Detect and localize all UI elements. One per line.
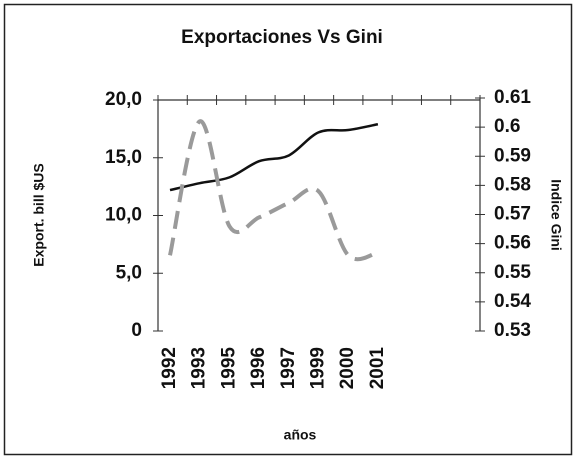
x-tick-label: 1999 xyxy=(308,347,329,389)
line-series xyxy=(169,123,379,192)
y-tick-label: 15,0 xyxy=(105,147,142,168)
y2-tick-label: 0.55 xyxy=(494,262,531,283)
y2-tick-label: 0.54 xyxy=(494,291,531,312)
y2-tick-label: 0.59 xyxy=(494,145,531,166)
line-series xyxy=(168,119,379,262)
y2-tick-label: 0.56 xyxy=(494,233,531,254)
chart-frame xyxy=(3,3,573,456)
y-tick-label: 0 xyxy=(131,320,142,341)
x-tick-label: 2001 xyxy=(367,347,388,390)
y-tick-label: 20,0 xyxy=(105,89,142,110)
x-tick-label: 1993 xyxy=(189,347,210,389)
y-tick-label: 10,0 xyxy=(105,205,142,226)
y2-tick-label: 0.6 xyxy=(494,116,520,137)
x-tick-label: 1992 xyxy=(159,347,180,389)
x-tick-label: 2000 xyxy=(337,347,358,389)
y-axis-label: Export. bill $US xyxy=(31,163,47,266)
y2-tick-label: 0.57 xyxy=(494,204,531,225)
x-axis-label: años xyxy=(284,427,317,443)
chart-title: Exportaciones Vs Gini xyxy=(181,27,383,48)
y2-tick-label: 0.58 xyxy=(494,174,531,195)
y2-axis-label: Indice Gini xyxy=(548,179,564,251)
x-tick-label: 1997 xyxy=(278,347,299,389)
y2-tick-label: 0.53 xyxy=(494,320,531,341)
y-tick-label: 5,0 xyxy=(116,262,142,283)
y2-tick-label: 0.61 xyxy=(494,87,531,108)
x-tick-label: 1996 xyxy=(248,347,269,389)
x-tick-label: 1995 xyxy=(218,347,239,390)
